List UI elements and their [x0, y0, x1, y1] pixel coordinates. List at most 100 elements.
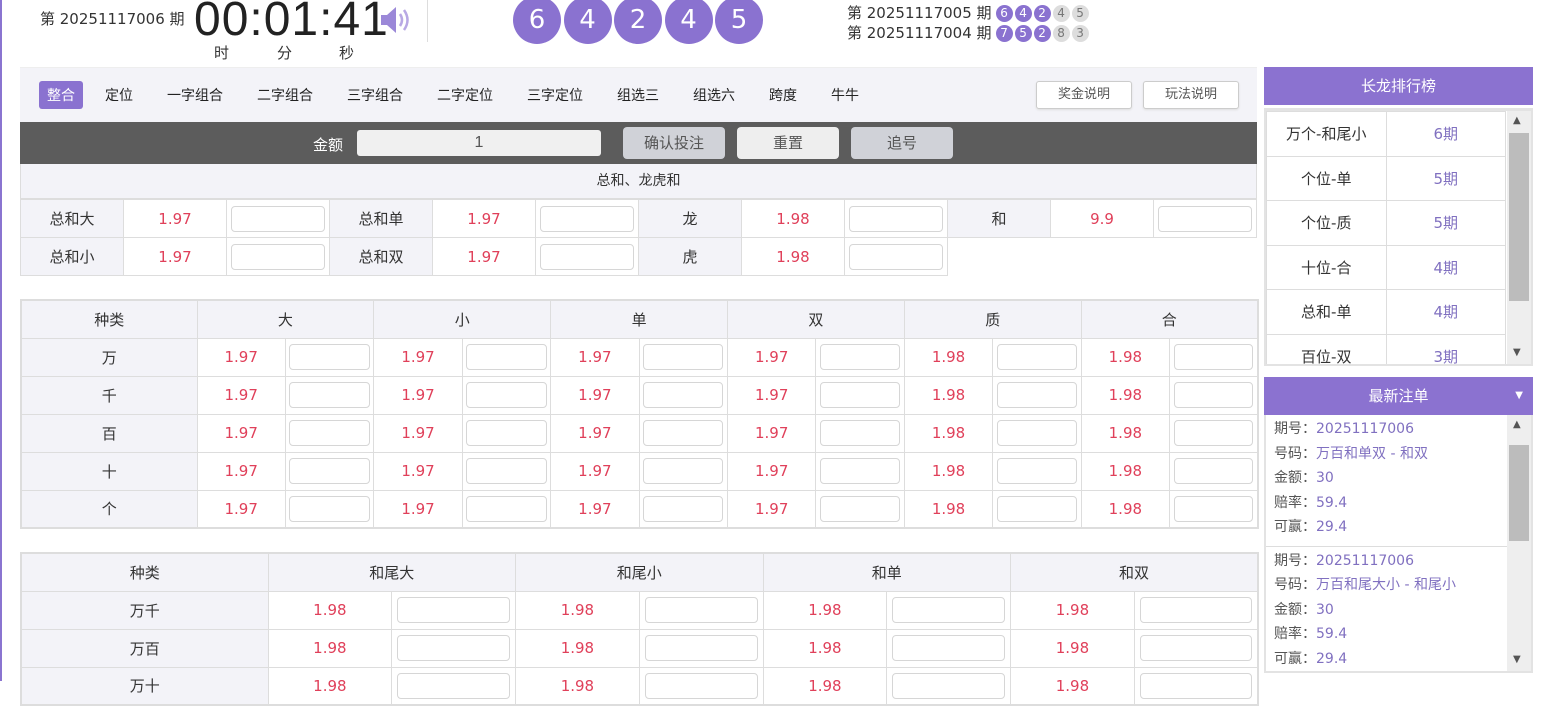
scroll-down-icon[interactable]: ▼: [1513, 654, 1521, 665]
history-ball: 3: [1071, 25, 1089, 42]
table-row: 万 1.97 1.97 1.97 1.97 1.98 1.98: [20, 337, 1259, 377]
scroll-up-icon[interactable]: ▲: [1513, 419, 1521, 430]
scroll-up-icon[interactable]: ▲: [1513, 115, 1521, 126]
bet-amount-input[interactable]: [1158, 205, 1252, 232]
bet-amount-input[interactable]: [819, 420, 901, 446]
bet-amount-input[interactable]: [466, 495, 547, 522]
bet-amount-input[interactable]: [397, 635, 511, 661]
tab-2[interactable]: 一字组合: [167, 88, 223, 104]
tab-10[interactable]: 牛牛: [831, 88, 859, 104]
bet-amount-input[interactable]: [849, 243, 943, 270]
tab-5[interactable]: 二字定位: [437, 88, 493, 104]
bet-amount-input[interactable]: [466, 458, 547, 484]
play-tabs: 整合 定位 一字组合 二字组合 三字组合 二字定位 三字定位 组选三 组选六 跨度 牛牛 奖金说明 玩…: [20, 67, 1257, 122]
chase-button[interactable]: 追号: [851, 127, 953, 159]
bet-amount-input[interactable]: [819, 458, 901, 484]
bet-amount-input[interactable]: [1139, 597, 1253, 623]
bet-amount-input[interactable]: [644, 635, 758, 661]
ranking-scrollbar[interactable]: ▲ ▼: [1507, 111, 1531, 364]
tab-7[interactable]: 组选三: [617, 88, 659, 104]
bet-amount-input[interactable]: [231, 243, 325, 270]
bet-amount-input[interactable]: [397, 672, 511, 699]
dropdown-icon[interactable]: ▼: [1515, 390, 1523, 401]
bet-amount-input[interactable]: [289, 420, 370, 446]
bet-amount-input[interactable]: [466, 382, 547, 408]
ranking-item: 总和-单: [1266, 289, 1387, 335]
bet-amount-input[interactable]: [996, 458, 1078, 484]
bet-amount-input[interactable]: [644, 597, 758, 623]
tab-9[interactable]: 跨度: [769, 88, 797, 104]
bet-amount-input[interactable]: [231, 205, 325, 232]
bet-amount-input[interactable]: [996, 344, 1078, 370]
history-period: 第 20251117005 期: [847, 4, 992, 22]
bet-amount-input[interactable]: [540, 243, 634, 270]
bet-amount-input[interactable]: [1173, 344, 1254, 370]
bet-amount-input[interactable]: [643, 420, 724, 446]
tab-1[interactable]: 定位: [105, 88, 133, 104]
bet-amount-input[interactable]: [819, 344, 901, 370]
bet-field: 赔率：59.4: [1274, 491, 1499, 516]
bet-amount-input[interactable]: [643, 382, 724, 408]
bet-amount-input[interactable]: [1173, 420, 1254, 446]
column-header: 合: [1080, 299, 1259, 339]
bet-amount-input[interactable]: [892, 672, 1006, 699]
bet-amount-input[interactable]: [289, 382, 370, 408]
bet-amount-input[interactable]: [540, 205, 634, 232]
bet-amount-input[interactable]: [819, 382, 901, 408]
bet-amount-input[interactable]: [819, 495, 901, 522]
bet-input-cell: [284, 451, 375, 491]
bet-amount-input[interactable]: [996, 495, 1078, 522]
tab-4[interactable]: 三字组合: [347, 88, 403, 104]
bet-amount-input[interactable]: [1173, 458, 1254, 484]
bet-input-cell: [461, 375, 552, 415]
bet-amount-input[interactable]: [1139, 672, 1253, 699]
bet-amount-input[interactable]: [397, 597, 511, 623]
bet-amount-input[interactable]: [644, 672, 758, 699]
bet-amount-input[interactable]: [643, 495, 724, 522]
bet-input-cell: [461, 489, 552, 529]
tab-0[interactable]: 整合: [39, 81, 83, 109]
bet-amount-input[interactable]: [892, 635, 1006, 661]
latest-bets-panel: 最新注单 ▼ 期号：20251117006 号码：万百和单双 - 和双 金额：30 赔率…: [1264, 377, 1533, 673]
tab-8[interactable]: 组选六: [693, 88, 735, 104]
speaker-icon[interactable]: [379, 4, 413, 36]
bet-amount-input[interactable]: [643, 458, 724, 484]
bet-amount-input[interactable]: [996, 382, 1078, 408]
reset-button[interactable]: 重置: [737, 127, 839, 159]
bet-amount-input[interactable]: [996, 420, 1078, 446]
odds-value: 1.98: [515, 590, 640, 630]
tab-6[interactable]: 三字定位: [527, 88, 583, 104]
bet-field-value: 59.4: [1316, 626, 1348, 642]
row-label: 千: [20, 375, 198, 415]
odds-value: 1.98: [762, 666, 888, 706]
confirm-bet-button[interactable]: 确认投注: [623, 127, 725, 159]
bet-amount-input[interactable]: [1173, 495, 1254, 522]
rules-button[interactable]: 玩法说明: [1143, 81, 1239, 109]
odds-value: 1.97: [550, 451, 640, 491]
odds-value: 1.98: [1080, 489, 1171, 529]
bet-input-cell: [886, 666, 1012, 706]
bet-amount-input[interactable]: [1139, 635, 1253, 661]
bet-amount-input[interactable]: [643, 344, 724, 370]
bet-option-label: 总和大: [20, 199, 124, 238]
bet-field-label: 金额：: [1274, 601, 1316, 618]
prize-info-button[interactable]: 奖金说明: [1036, 81, 1132, 109]
bet-input-cell: [391, 666, 517, 706]
bet-amount-input[interactable]: [289, 495, 370, 522]
bet-amount-input[interactable]: [849, 205, 943, 232]
bets-scrollbar[interactable]: ▲ ▼: [1507, 415, 1531, 671]
bet-amount-input[interactable]: [892, 597, 1006, 623]
ranking-item: 百位-双: [1266, 333, 1387, 364]
bet-amount-input[interactable]: [466, 420, 547, 446]
scroll-down-icon[interactable]: ▼: [1513, 347, 1521, 358]
tab-3[interactable]: 二字组合: [257, 88, 313, 104]
amount-input[interactable]: [357, 130, 601, 156]
bet-input-cell: [815, 451, 905, 491]
bet-amount-input[interactable]: [289, 458, 370, 484]
result-ball: 4: [664, 0, 713, 44]
bet-amount-input[interactable]: [1173, 382, 1254, 408]
bet-amount-input[interactable]: [466, 344, 547, 370]
bet-amount-input[interactable]: [289, 344, 370, 370]
odds-value: 1.98: [1080, 413, 1171, 453]
latest-bets-title[interactable]: 最新注单 ▼: [1264, 377, 1533, 415]
